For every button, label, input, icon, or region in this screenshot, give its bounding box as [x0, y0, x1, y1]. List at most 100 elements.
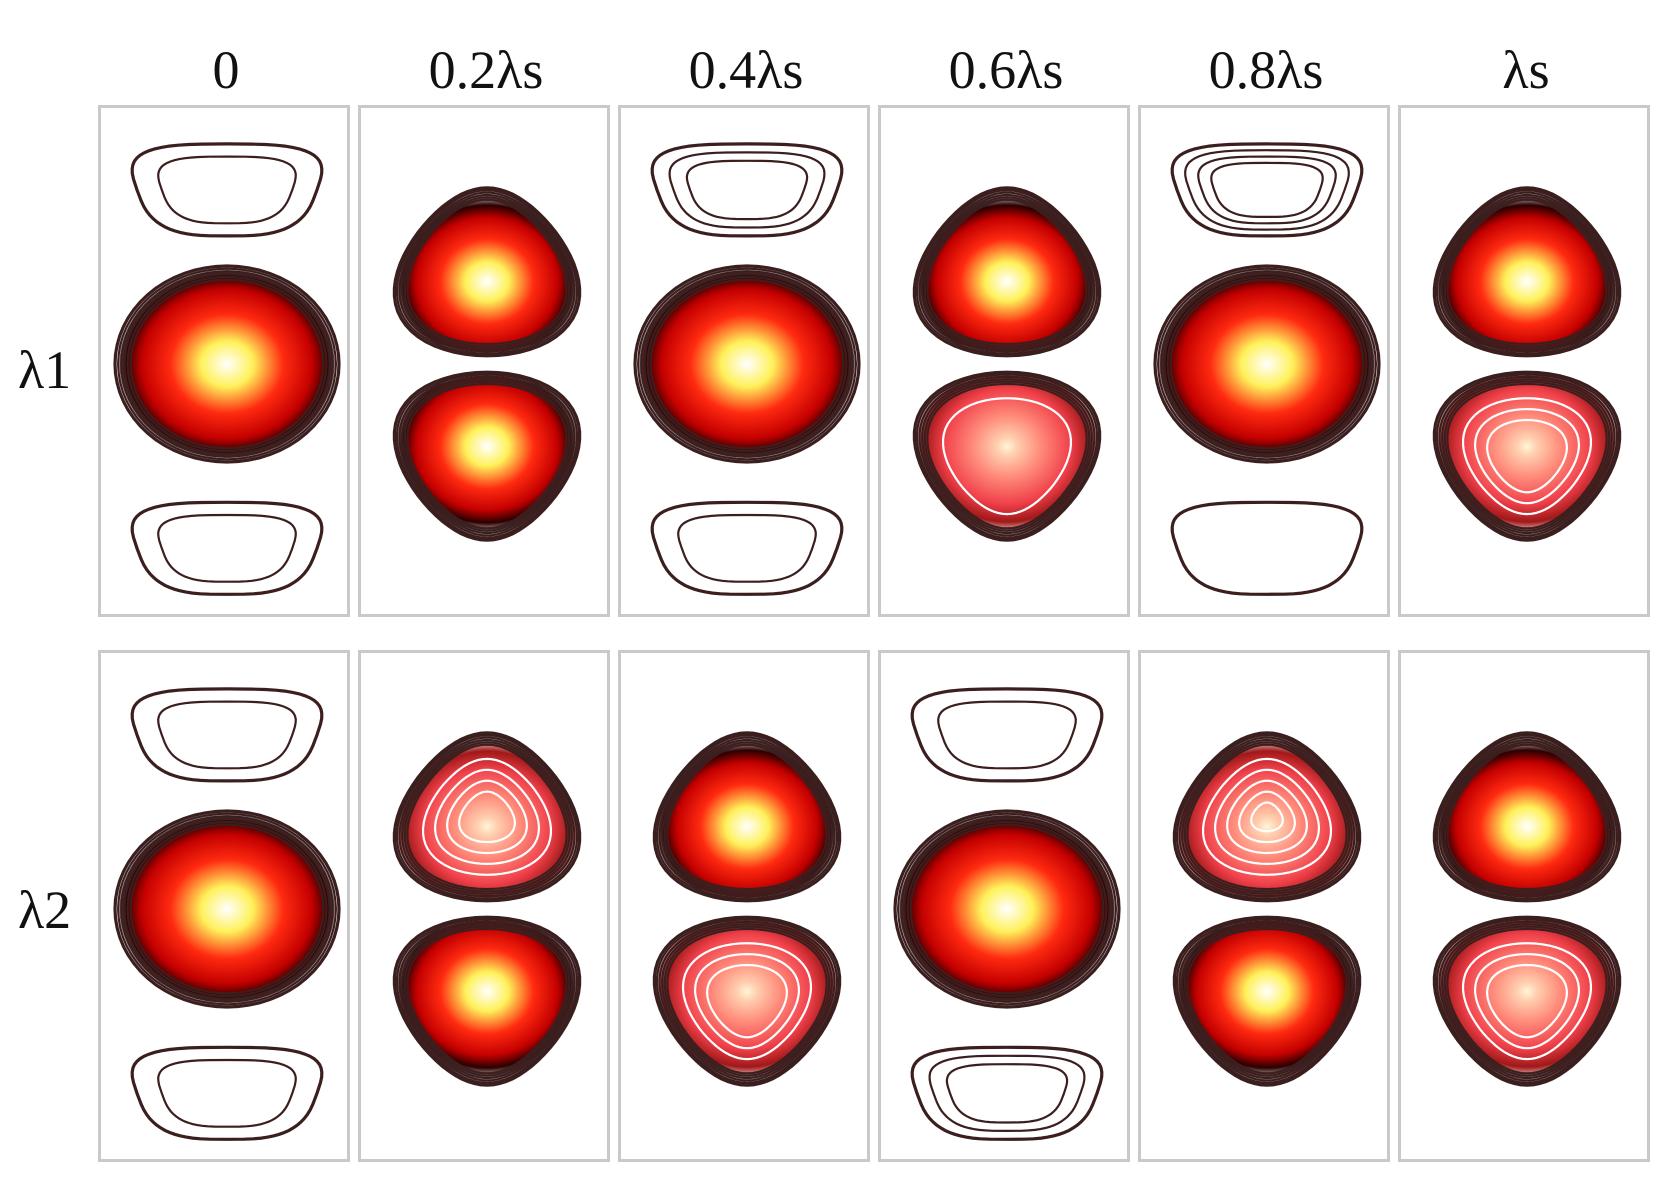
mode-panel	[878, 105, 1130, 617]
intensity-lobe	[392, 186, 582, 358]
contour-line	[1170, 500, 1364, 596]
contour-line	[1441, 923, 1613, 1080]
contour-line	[918, 191, 1096, 353]
contour-line	[1432, 186, 1622, 358]
contour-line	[113, 809, 341, 1009]
mode-panel	[618, 105, 870, 617]
contour-line	[921, 193, 1093, 350]
contour-line	[661, 923, 833, 1080]
contour-line	[693, 952, 801, 1050]
intensity-fill	[1438, 375, 1616, 537]
contour-line	[1186, 927, 1348, 1075]
contour-line	[1443, 925, 1611, 1077]
contour-line	[1438, 736, 1616, 898]
mode-panel	[98, 105, 350, 617]
contour-line	[643, 273, 851, 455]
mode-panel-plot	[392, 186, 582, 542]
contour-lobe	[1170, 142, 1364, 238]
intensity-lobe	[392, 370, 582, 542]
mode-panel	[618, 650, 870, 1162]
mode-panel-plot	[893, 687, 1121, 1141]
contour-line	[1178, 920, 1356, 1082]
contour-line	[157, 1058, 297, 1128]
contour-line	[392, 731, 582, 903]
intensity-lobe	[1432, 370, 1622, 542]
mode-panel	[1398, 105, 1650, 617]
contour-line	[1156, 267, 1378, 461]
contour-line	[663, 741, 831, 893]
contour-line	[395, 373, 579, 539]
mode-panel-plot	[1153, 142, 1381, 596]
contour-line	[1441, 193, 1613, 350]
contour-line	[130, 687, 324, 783]
contour-line	[1446, 382, 1608, 530]
contour-line	[1178, 736, 1356, 898]
intensity-fill	[398, 375, 576, 537]
contour-line	[1160, 270, 1374, 458]
contour-line	[120, 815, 334, 1003]
contour-line	[910, 687, 1104, 783]
mode-panel	[358, 650, 610, 1162]
contour-line	[1486, 418, 1568, 494]
contour-lobe	[650, 500, 844, 596]
contour-line	[1238, 790, 1296, 844]
column-label-0: 0	[212, 40, 240, 100]
column-label-0.2: 0.2λs	[428, 40, 544, 100]
contour-line	[896, 812, 1118, 1006]
contour-line	[120, 270, 334, 458]
intensity-fill	[398, 736, 576, 898]
contour-line	[918, 375, 1096, 537]
contour-line	[923, 380, 1091, 532]
contour-line	[130, 500, 324, 596]
mode-panel-plot	[113, 687, 341, 1141]
contour-line	[1432, 915, 1622, 1087]
contour-line	[403, 741, 571, 893]
contour-line	[1435, 189, 1619, 355]
contour-line	[398, 191, 576, 353]
mode-panel-plot	[392, 731, 582, 1087]
contour-line	[652, 915, 842, 1087]
contour-line	[401, 923, 573, 1080]
contour-line	[406, 198, 568, 346]
contour-lobe	[910, 1045, 1104, 1141]
intensity-lobe	[1172, 915, 1362, 1087]
contour-line	[433, 768, 541, 866]
contour-line	[636, 267, 858, 461]
contour-line	[1197, 155, 1337, 225]
contour-line	[1432, 731, 1622, 903]
contour-line	[392, 186, 582, 358]
contour-line	[392, 370, 582, 542]
contour-line	[640, 270, 854, 458]
mode-panel-plot	[1432, 731, 1622, 1087]
contour-line	[1202, 757, 1332, 876]
intensity-fill	[918, 191, 1096, 353]
contour-line	[1446, 198, 1608, 346]
contour-line	[1250, 801, 1284, 833]
contour-line	[893, 809, 1121, 1009]
contour-line	[1181, 923, 1353, 1080]
contour-line	[666, 743, 828, 891]
contour-line	[458, 790, 516, 844]
contour-line	[706, 963, 788, 1039]
contour-line	[123, 273, 331, 455]
contour-line	[401, 378, 573, 535]
contour-line	[650, 142, 844, 238]
contour-line	[157, 155, 297, 225]
contour-line	[406, 382, 568, 530]
contour-line	[900, 815, 1114, 1003]
contour-line	[1486, 963, 1568, 1039]
column-label-0.6: 0.6λs	[948, 40, 1064, 100]
contour-line	[1153, 264, 1381, 464]
contour-line	[1446, 927, 1608, 1075]
contour-line	[116, 267, 338, 461]
contour-line	[1441, 738, 1613, 895]
intensity-fill	[658, 920, 836, 1082]
contour-line	[1175, 918, 1359, 1084]
contour-line	[130, 142, 324, 238]
contour-line	[682, 942, 812, 1061]
contour-line	[926, 382, 1088, 530]
contour-line	[401, 738, 573, 895]
contour-line	[937, 700, 1077, 770]
contour-line	[398, 920, 576, 1082]
contour-line	[1443, 741, 1611, 893]
